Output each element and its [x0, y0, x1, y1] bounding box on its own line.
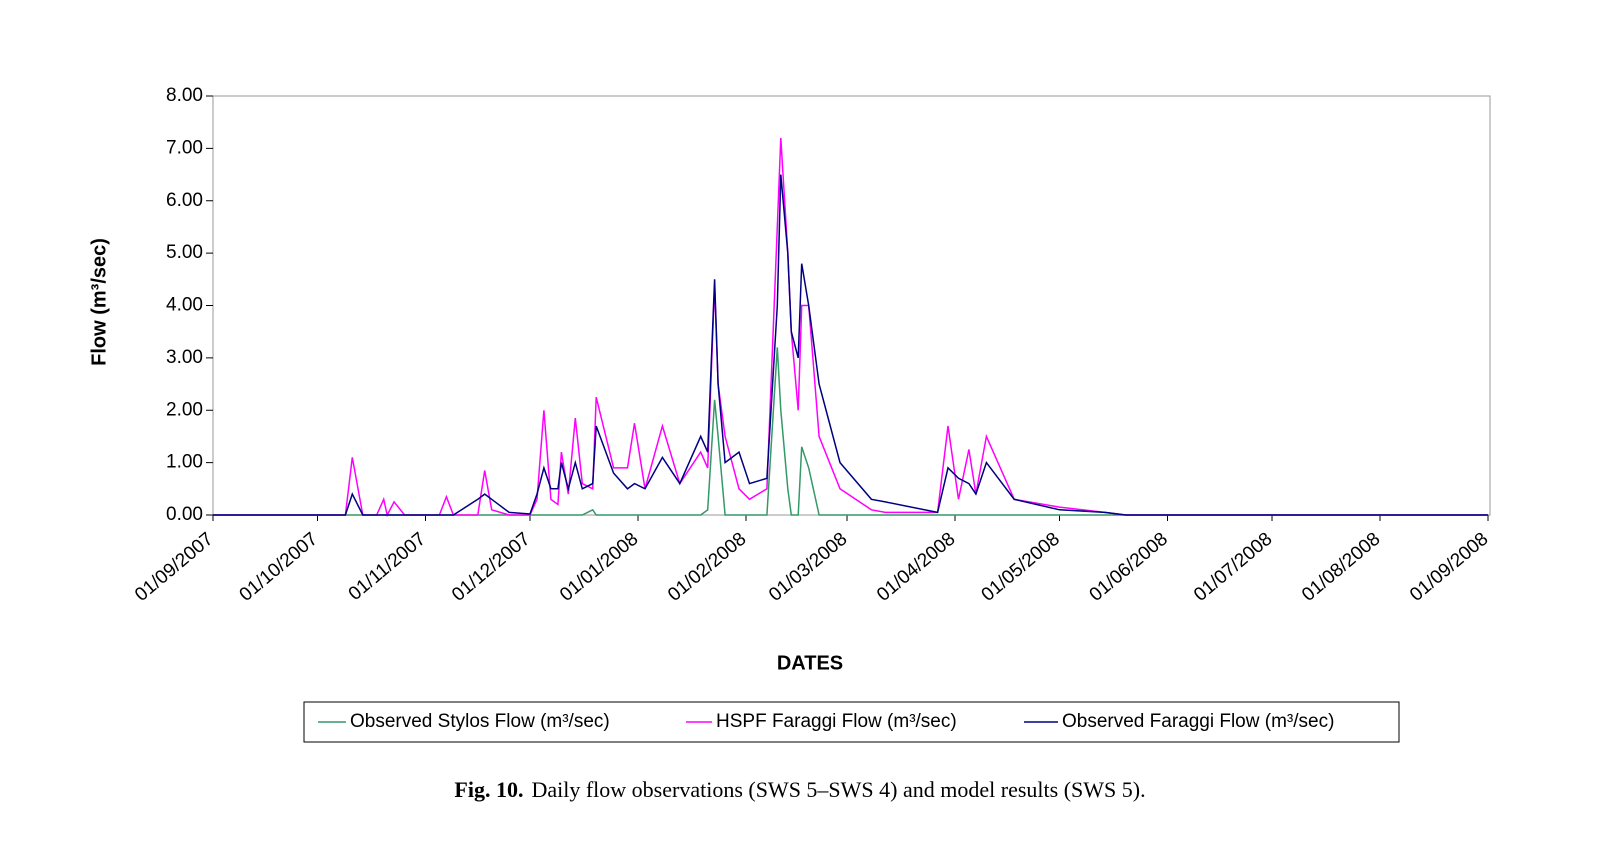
y-tick-label: 1.00 — [166, 452, 203, 473]
x-tick-label: 01/12/2007 — [448, 529, 534, 606]
series-line — [213, 137, 1488, 518]
x-tick-label: 01/09/2008 — [1406, 529, 1492, 606]
x-tick-label: 01/07/2008 — [1190, 529, 1276, 606]
y-tick-label: 3.00 — [166, 347, 203, 368]
caption-text: Daily flow observations (SWS 5–SWS 4) an… — [531, 777, 1145, 802]
y-tick-label: 6.00 — [166, 190, 203, 211]
y-tick-label: 4.00 — [166, 295, 203, 316]
x-tick-label: 01/02/2008 — [664, 529, 750, 606]
x-tick-label: 01/09/2007 — [131, 529, 217, 606]
y-tick-label: 7.00 — [166, 137, 203, 158]
x-tick-label: 01/04/2008 — [873, 529, 959, 606]
legend-label: Observed Faraggi Flow (m³/sec) — [1062, 711, 1334, 732]
legend-box — [303, 701, 1400, 743]
y-tick-label: 5.00 — [166, 242, 203, 263]
x-axis-label: DATES — [777, 652, 843, 674]
x-tick-label: 01/03/2008 — [765, 529, 851, 606]
x-tick-label: 01/11/2007 — [345, 529, 430, 605]
legend-label: HSPF Faraggi Flow (m³/sec) — [716, 711, 957, 732]
y-tick-label: 2.00 — [166, 399, 203, 420]
plot-frame — [212, 95, 1491, 516]
x-tick-label: 01/06/2008 — [1086, 529, 1172, 606]
caption: Fig. 10. Daily flow observations (SWS 5–S… — [454, 777, 1145, 802]
y-tick-label: 8.00 — [166, 85, 203, 106]
y-tick-label: 0.00 — [166, 504, 203, 525]
x-tick-label: 01/05/2008 — [978, 529, 1064, 606]
x-tick-label: 01/10/2007 — [236, 529, 322, 606]
x-tick-label: 01/01/2008 — [556, 529, 642, 606]
y-axis-label: Flow (m³/sec) — [88, 238, 110, 366]
legend-label: Observed Stylos Flow (m³/sec) — [350, 711, 610, 732]
series-line — [213, 347, 1488, 516]
x-tick-label: 01/08/2008 — [1298, 529, 1384, 606]
series-line — [213, 174, 1488, 516]
caption-label: Fig. 10. — [454, 777, 523, 802]
